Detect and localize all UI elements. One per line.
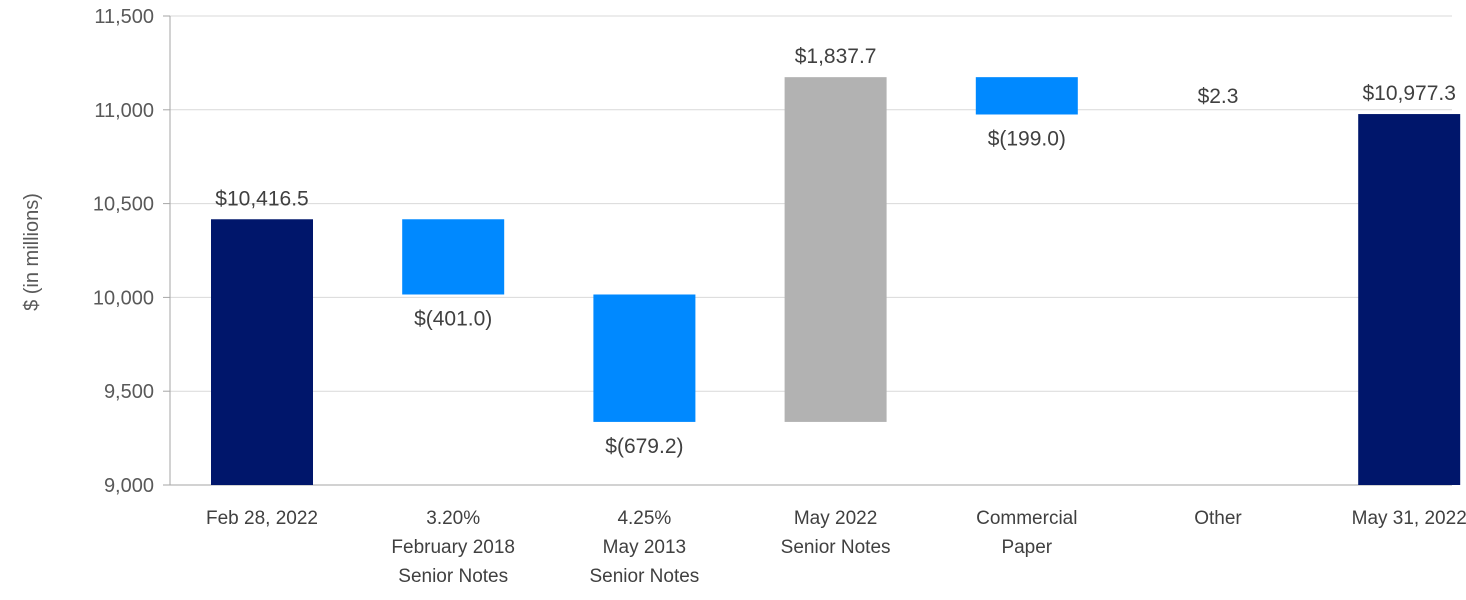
data-labels: $10,416.5 $(401.0) $(679.2) $1,837.7 $(199.0… (215, 45, 1456, 458)
category-labels: Feb 28, 2022 3.20% February 2018 Senior Not… (206, 508, 1466, 587)
bar (402, 219, 505, 295)
category-label: Senior Notes (781, 537, 891, 558)
y-tick-label: 10,500 (93, 194, 154, 216)
data-label: $10,977.3 (1362, 82, 1455, 105)
y-tick-label: 9,500 (104, 381, 154, 403)
category-label: 3.20% (426, 508, 480, 529)
bar (211, 219, 313, 486)
bar (1358, 114, 1461, 485)
bar (784, 77, 887, 422)
bar (975, 77, 1078, 115)
category-label: Feb 28, 2022 (206, 508, 318, 529)
category-label: Other (1194, 508, 1242, 529)
category-label: May 2013 (603, 537, 686, 558)
category-label: Senior Notes (589, 566, 699, 587)
data-label: $2.3 (1198, 85, 1239, 108)
axes: 9,000 9,500 10,000 10,500 11,000 11,500 (93, 6, 1452, 497)
bars (211, 77, 1461, 486)
category-label: Paper (1001, 537, 1052, 558)
category-label: Commercial (976, 508, 1077, 529)
data-label: $(401.0) (414, 307, 492, 330)
bar (593, 294, 696, 422)
y-tick-label: 11,000 (94, 100, 154, 122)
category-label: Senior Notes (398, 566, 508, 587)
y-tick-label: 11,500 (94, 6, 154, 28)
category-label: May 31, 2022 (1352, 508, 1466, 529)
y-tick-label: 10,000 (93, 287, 154, 309)
y-axis-title: $ (in millions) (21, 193, 43, 311)
data-label: $(199.0) (988, 127, 1066, 150)
category-label: 4.25% (617, 508, 671, 529)
category-label: February 2018 (391, 537, 515, 558)
category-label: May 2022 (794, 508, 877, 529)
data-label: $(679.2) (605, 435, 683, 458)
data-label: $10,416.5 (215, 187, 308, 210)
y-tick-label: 9,000 (104, 475, 154, 497)
data-label: $1,837.7 (795, 45, 877, 68)
